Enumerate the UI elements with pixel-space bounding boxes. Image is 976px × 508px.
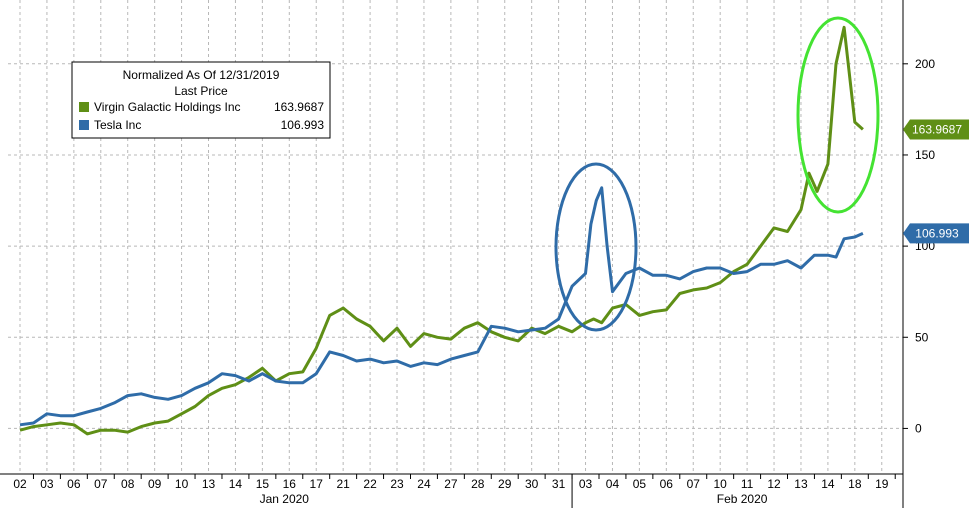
series-line-tesla bbox=[19, 186, 864, 427]
x-tick-label: 09 bbox=[148, 477, 162, 491]
x-tick-label: 07 bbox=[94, 477, 108, 491]
value-tag: 106.993 bbox=[903, 223, 969, 244]
tesla-spike-circle bbox=[554, 162, 638, 332]
legend-swatch-virgin-galactic bbox=[79, 102, 89, 112]
x-tick-label: 05 bbox=[633, 477, 647, 491]
legend-label-tesla: Tesla Inc bbox=[94, 118, 141, 132]
legend-value-tesla: 106.993 bbox=[281, 118, 325, 132]
x-tick-label: 08 bbox=[121, 477, 135, 491]
legend-subtitle: Last Price bbox=[174, 84, 228, 98]
value-tag-shape bbox=[903, 119, 969, 140]
y-tick-label: 200 bbox=[915, 57, 935, 71]
x-tick-label: 12 bbox=[767, 477, 781, 491]
value-tags: 163.9687 106.993 bbox=[903, 119, 969, 244]
x-tick-label: 10 bbox=[714, 477, 728, 491]
x-tick-label: 28 bbox=[471, 477, 485, 491]
value-tag-shape bbox=[903, 223, 969, 244]
x-tick-label: 13 bbox=[794, 477, 808, 491]
series-lines bbox=[19, 25, 864, 436]
x-tick-label: 21 bbox=[336, 477, 350, 491]
x-tick-label: 14 bbox=[229, 477, 243, 491]
y-tick-label: 50 bbox=[915, 330, 929, 344]
x-tick-label: 06 bbox=[67, 477, 81, 491]
x-tick-label: 23 bbox=[390, 477, 404, 491]
x-tick-label: 04 bbox=[606, 477, 620, 491]
x-tick-label: 30 bbox=[525, 477, 539, 491]
x-tick-label: 27 bbox=[444, 477, 458, 491]
x-tick-label: 17 bbox=[310, 477, 324, 491]
x-tick-label: 06 bbox=[660, 477, 674, 491]
x-tick-label: 22 bbox=[363, 477, 377, 491]
legend: Normalized As Of 12/31/2019 Last Price V… bbox=[71, 61, 331, 139]
value-tag: 163.9687 bbox=[903, 119, 969, 140]
x-tick-label: 02 bbox=[13, 477, 27, 491]
x-tick-label: 18 bbox=[848, 477, 862, 491]
legend-title: Normalized As Of 12/31/2019 bbox=[123, 68, 280, 82]
x-tick-label: 11 bbox=[741, 477, 754, 491]
x-tick-label: 31 bbox=[552, 477, 566, 491]
month-label: Jan 2020 bbox=[260, 492, 310, 506]
x-tick-label: 14 bbox=[821, 477, 835, 491]
x-tick-label: 19 bbox=[875, 477, 889, 491]
legend-box bbox=[71, 61, 331, 139]
x-tick-label: 13 bbox=[202, 477, 216, 491]
annotations bbox=[554, 16, 880, 332]
series-line-virgin-galactic bbox=[19, 25, 864, 436]
value-tag-label: 163.9687 bbox=[912, 122, 962, 136]
x-tick-label: 29 bbox=[498, 477, 512, 491]
x-tick-label: 03 bbox=[40, 477, 54, 491]
x-tick-label: 03 bbox=[579, 477, 593, 491]
x-tick-label: 24 bbox=[417, 477, 431, 491]
x-tick-label: 16 bbox=[283, 477, 297, 491]
month-label: Feb 2020 bbox=[717, 492, 768, 506]
legend-swatch-tesla bbox=[79, 120, 89, 130]
legend-value-virgin-galactic: 163.9687 bbox=[274, 100, 324, 114]
legend-label-virgin-galactic: Virgin Galactic Holdings Inc bbox=[94, 100, 241, 114]
value-tag-label: 106.993 bbox=[915, 226, 959, 240]
x-tick-label: 07 bbox=[687, 477, 701, 491]
x-tick-label: 15 bbox=[256, 477, 270, 491]
y-tick-label: 150 bbox=[915, 148, 935, 162]
y-tick-label: 0 bbox=[915, 421, 922, 435]
virgin-galactic-spike-circle bbox=[796, 16, 880, 214]
x-tick-label: 10 bbox=[175, 477, 189, 491]
